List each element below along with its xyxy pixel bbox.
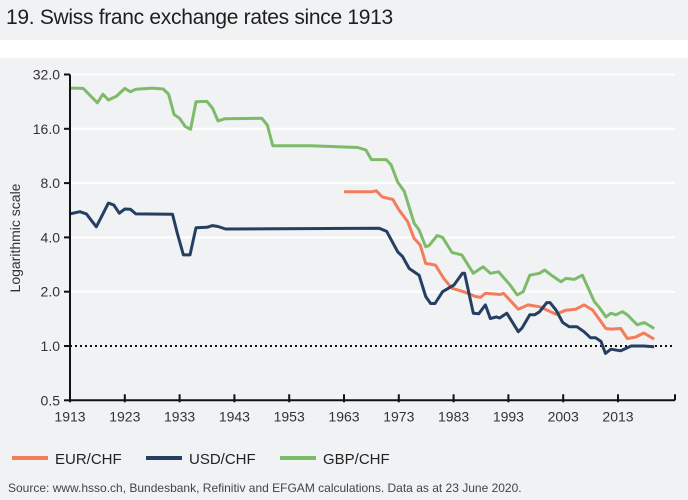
y-axis-label: Logarithmic scale	[7, 183, 23, 292]
y-tick-label: 4.0	[41, 229, 61, 245]
series-line-usd-chf	[69, 201, 655, 355]
axes: 0.5 1.0 2.0 4.0 8.0 16.0 32.0 1913 1923 1933 1943 1…	[33, 67, 676, 424]
separator	[0, 40, 688, 58]
chart-title: 19. Swiss franc exchange rates since 191…	[6, 6, 393, 29]
x-tick-label: 1913	[54, 408, 85, 424]
y-tick-label: 8.0	[41, 175, 61, 191]
chart: 0.5 1.0 2.0 4.0 8.0 16.0 32.0 1913 1923 1933 1943 1…	[7, 67, 676, 468]
legend-label: GBP/CHF	[323, 451, 390, 468]
x-tick-label: 1973	[383, 408, 414, 424]
legend-label: USD/CHF	[189, 451, 256, 468]
y-tick-label: 32.0	[33, 67, 60, 83]
x-tick-label: 1933	[164, 408, 195, 424]
x-tick-label: 1963	[328, 408, 359, 424]
legend: EUR/CHF USD/CHF GBP/CHF	[12, 451, 390, 468]
x-tick-label: 2003	[548, 408, 579, 424]
series-lines	[69, 86, 655, 355]
title-band	[0, 0, 688, 40]
y-tick-label: 16.0	[33, 121, 60, 137]
x-tick-label: 1943	[219, 408, 250, 424]
x-tick-label: 1953	[274, 408, 305, 424]
series-line-eur-chf	[344, 189, 655, 341]
y-tick-label: 1.0	[41, 338, 61, 354]
x-tick-label: 1983	[438, 408, 469, 424]
y-tick-label: 0.5	[41, 392, 61, 408]
gridlines	[70, 73, 675, 347]
x-tick-label: 1993	[493, 408, 524, 424]
source-note: Source: www.hsso.ch, Bundesbank, Refinit…	[8, 481, 522, 495]
legend-label: EUR/CHF	[55, 451, 122, 468]
series-line-gbp-chf	[69, 86, 655, 330]
x-tick-label: 1923	[109, 408, 140, 424]
y-tick-label: 2.0	[41, 284, 61, 300]
x-tick-label: 2013	[602, 408, 633, 424]
